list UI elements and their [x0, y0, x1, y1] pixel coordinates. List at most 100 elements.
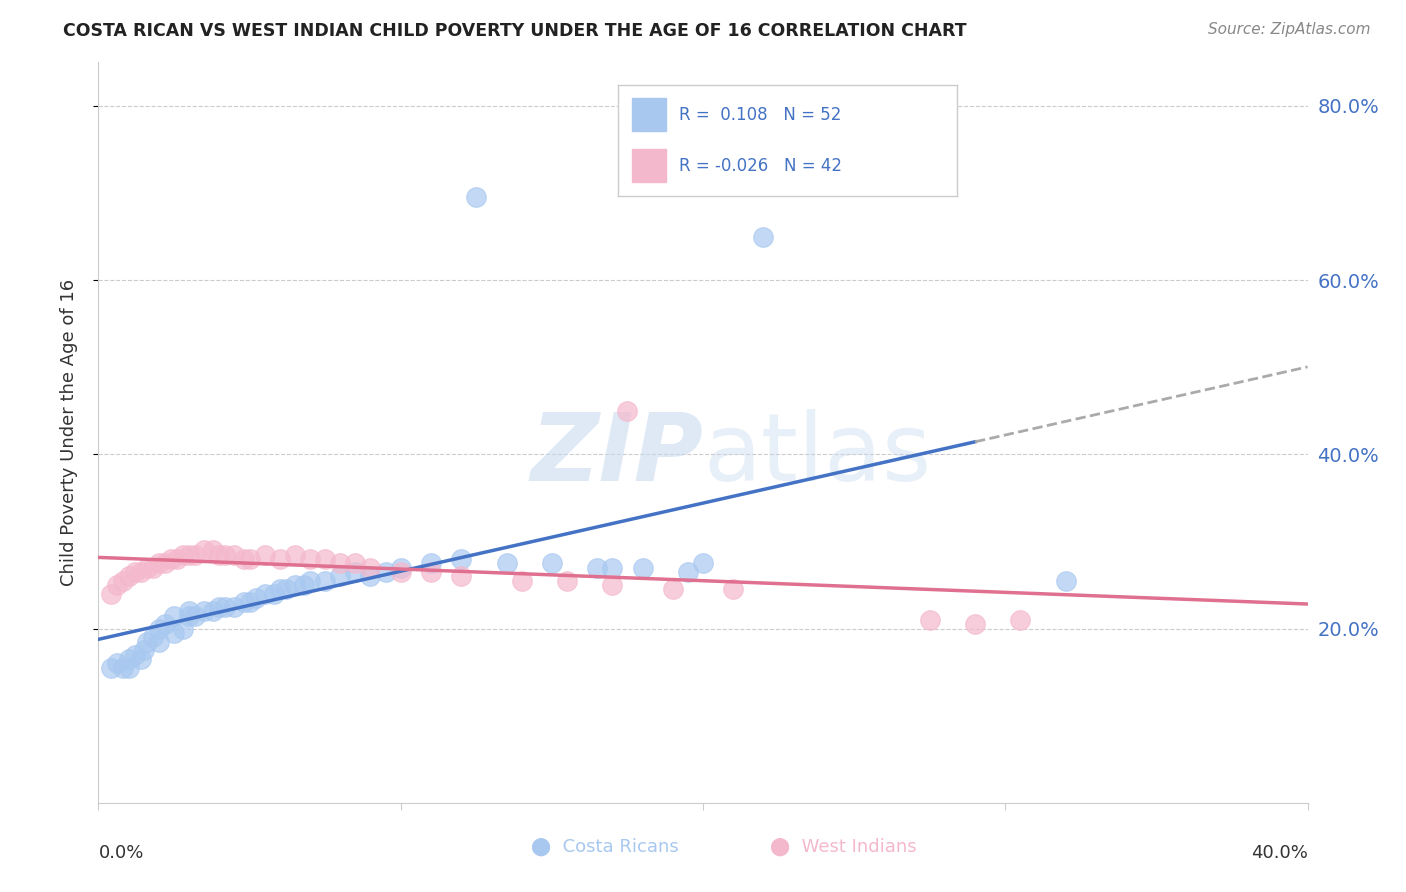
Point: [111, 574, 134, 588]
Point: [118, 652, 141, 666]
Point: [160, 552, 183, 566]
Point: [132, 643, 155, 657]
Point: [602, 578, 624, 592]
Point: [269, 552, 291, 566]
Point: [616, 404, 638, 418]
Point: [184, 608, 207, 623]
Point: [105, 578, 128, 592]
Point: [166, 552, 188, 566]
Point: [148, 634, 170, 648]
Point: [450, 569, 472, 583]
Point: [124, 648, 146, 662]
Text: 40.0%: 40.0%: [1251, 844, 1308, 862]
Point: [723, 582, 745, 597]
Point: [153, 556, 176, 570]
Point: [148, 622, 170, 636]
Point: [179, 548, 201, 562]
Point: [245, 591, 267, 606]
Point: [202, 604, 225, 618]
Point: [253, 587, 276, 601]
Point: [124, 565, 146, 579]
Point: [965, 617, 987, 632]
Point: [555, 574, 578, 588]
Point: [389, 565, 412, 579]
Point: [692, 556, 714, 570]
Point: [208, 599, 231, 614]
Point: [540, 556, 562, 570]
Point: [208, 548, 231, 562]
Text: atlas: atlas: [703, 409, 931, 500]
Point: [100, 661, 122, 675]
Y-axis label: Child Poverty Under the Age of 16: Child Poverty Under the Age of 16: [59, 279, 77, 586]
Point: [148, 556, 170, 570]
Point: [495, 556, 517, 570]
Point: [193, 604, 215, 618]
Point: [184, 548, 207, 562]
Point: [284, 548, 307, 562]
Point: [253, 548, 276, 562]
Point: [299, 552, 322, 566]
Point: [344, 556, 367, 570]
Point: [172, 548, 194, 562]
Point: [274, 582, 297, 597]
Point: [179, 604, 201, 618]
Point: [172, 622, 194, 636]
Point: [269, 582, 291, 597]
Point: [202, 543, 225, 558]
Point: [100, 587, 122, 601]
Point: [135, 560, 157, 574]
Point: [129, 565, 152, 579]
Point: [420, 556, 443, 570]
Point: [179, 608, 201, 623]
Point: [292, 578, 315, 592]
Point: [602, 560, 624, 574]
Text: ⬤  Costa Ricans: ⬤ Costa Ricans: [530, 838, 679, 856]
Text: ZIP: ZIP: [530, 409, 703, 500]
Point: [299, 574, 322, 588]
Point: [389, 560, 412, 574]
Point: [153, 617, 176, 632]
Point: [224, 548, 246, 562]
Point: [105, 657, 128, 671]
Point: [420, 565, 443, 579]
Text: 0.0%: 0.0%: [98, 844, 143, 862]
Text: ⬤  West Indians: ⬤ West Indians: [770, 838, 917, 856]
Point: [329, 569, 352, 583]
Point: [918, 613, 941, 627]
Point: [1010, 613, 1032, 627]
Point: [586, 560, 609, 574]
Point: [1054, 574, 1077, 588]
Point: [163, 626, 186, 640]
Point: [214, 548, 236, 562]
Point: [314, 574, 336, 588]
Point: [314, 552, 336, 566]
Point: [676, 565, 699, 579]
Point: [360, 560, 382, 574]
Point: [465, 190, 488, 204]
Point: [163, 608, 186, 623]
Point: [214, 599, 236, 614]
Text: COSTA RICAN VS WEST INDIAN CHILD POVERTY UNDER THE AGE OF 16 CORRELATION CHART: COSTA RICAN VS WEST INDIAN CHILD POVERTY…: [63, 22, 967, 40]
Point: [661, 582, 683, 597]
Point: [232, 552, 254, 566]
Point: [129, 652, 152, 666]
Point: [224, 599, 246, 614]
Point: [263, 587, 285, 601]
Point: [193, 543, 215, 558]
Point: [142, 630, 165, 644]
Point: [374, 565, 396, 579]
Point: [135, 634, 157, 648]
Point: [450, 552, 472, 566]
Point: [142, 560, 165, 574]
Point: [239, 595, 262, 609]
Point: [631, 560, 654, 574]
Point: [239, 552, 262, 566]
Point: [232, 595, 254, 609]
Point: [111, 661, 134, 675]
Point: [752, 229, 775, 244]
Point: [118, 661, 141, 675]
Point: [118, 569, 141, 583]
Point: [360, 569, 382, 583]
Point: [510, 574, 533, 588]
Text: Source: ZipAtlas.com: Source: ZipAtlas.com: [1208, 22, 1371, 37]
